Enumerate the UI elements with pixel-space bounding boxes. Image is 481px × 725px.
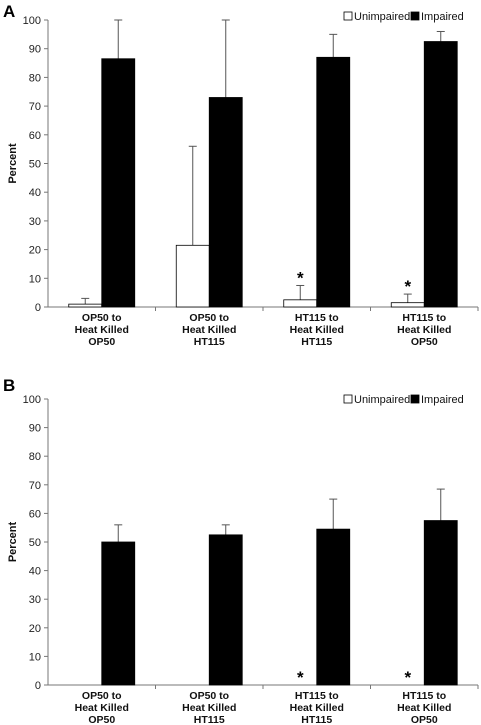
significance-star: * xyxy=(297,668,304,687)
category-label: OP50 to Heat Killed HT115 xyxy=(182,690,236,725)
legend-label-unimpaired: Unimpaired xyxy=(354,394,410,406)
y-tick-label: 20 xyxy=(29,245,41,257)
category-label-line: OP50 to xyxy=(189,312,229,324)
y-tick-label: 100 xyxy=(23,15,41,27)
y-tick-label: 60 xyxy=(29,130,41,142)
significance-star: * xyxy=(404,668,411,687)
y-tick-label: 50 xyxy=(29,537,41,549)
bar-impaired xyxy=(101,58,136,308)
category-label-line: HT115 to xyxy=(402,690,446,702)
category-label: OP50 to Heat Killed OP50 xyxy=(75,690,129,725)
y-tick-label: 0 xyxy=(35,680,41,692)
bar-unimpaired xyxy=(390,302,425,308)
category-label: HT115 to Heat Killed OP50 xyxy=(397,312,451,348)
category-label-line: Heat Killed xyxy=(182,324,236,336)
category-label-line: Heat Killed xyxy=(290,324,344,336)
category-label-line: HT115 to xyxy=(295,312,339,324)
y-tick-label: 80 xyxy=(29,72,41,84)
legend-label-impaired: Impaired xyxy=(421,394,464,406)
category-label: OP50 to Heat Killed OP50 xyxy=(75,312,129,348)
category-label: HT115 to Heat Killed HT115 xyxy=(290,690,344,725)
category-label-line: Heat Killed xyxy=(397,702,451,714)
y-tick-label: 70 xyxy=(29,480,41,492)
category-label-line: Heat Killed xyxy=(182,702,236,714)
bar-impaired xyxy=(423,41,458,308)
category-label-line: HT115 xyxy=(194,714,225,725)
category-label-line: OP50 xyxy=(88,336,115,348)
category-label-line: HT115 to xyxy=(402,312,446,324)
y-tick-label: 30 xyxy=(29,594,41,606)
category-label: OP50 to Heat Killed HT115 xyxy=(182,312,236,348)
significance-star: * xyxy=(297,268,304,287)
y-tick-label: 10 xyxy=(29,651,41,663)
category-label-line: HT115 to xyxy=(295,690,339,702)
y-tick-label: 10 xyxy=(29,273,41,285)
significance-star: * xyxy=(404,277,411,296)
bar-unimpaired xyxy=(283,299,318,308)
category-label-line: Heat Killed xyxy=(75,702,129,714)
bar-impaired xyxy=(423,520,458,686)
y-tick-label: 90 xyxy=(29,423,41,435)
y-tick-label: 80 xyxy=(29,451,41,463)
y-axis-label: Percent xyxy=(7,143,19,184)
category-label-line: Heat Killed xyxy=(397,324,451,336)
panel-letter: A xyxy=(3,2,15,21)
legend-label-impaired: Impaired xyxy=(421,11,464,23)
y-tick-label: 100 xyxy=(23,394,41,406)
y-tick-label: 90 xyxy=(29,44,41,56)
legend-swatch-impaired xyxy=(410,394,420,404)
legend-swatch-unimpaired xyxy=(343,394,353,404)
bar-impaired xyxy=(316,56,351,308)
category-label-line: Heat Killed xyxy=(75,324,129,336)
legend-label-unimpaired: Unimpaired xyxy=(354,11,410,23)
category-label-line: OP50 xyxy=(88,714,115,725)
category-label: HT115 to Heat Killed OP50 xyxy=(397,690,451,725)
category-label-line: HT115 xyxy=(301,336,332,348)
y-tick-label: 30 xyxy=(29,216,41,228)
y-axis-label: Percent xyxy=(7,521,19,562)
category-label-line: OP50 xyxy=(411,714,438,725)
category-label-line: OP50 to xyxy=(189,690,229,702)
y-tick-label: 50 xyxy=(29,159,41,171)
bar-impaired xyxy=(101,541,136,686)
category-label-line: Heat Killed xyxy=(290,702,344,714)
category-label-line: OP50 to xyxy=(82,690,122,702)
y-tick-label: 20 xyxy=(29,623,41,635)
y-tick-label: 0 xyxy=(35,302,41,314)
y-tick-label: 60 xyxy=(29,508,41,520)
bar-impaired xyxy=(208,534,243,686)
y-tick-label: 40 xyxy=(29,187,41,199)
legend-swatch-unimpaired xyxy=(343,11,353,21)
category-label-line: OP50 xyxy=(411,336,438,348)
bar-unimpaired xyxy=(175,244,210,308)
category-label: HT115 to Heat Killed HT115 xyxy=(290,312,344,348)
category-label-line: HT115 xyxy=(194,336,225,348)
category-label-line: OP50 to xyxy=(82,312,122,324)
panel-letter: B xyxy=(3,376,15,395)
y-tick-label: 40 xyxy=(29,566,41,578)
category-label-line: HT115 xyxy=(301,714,332,725)
bar-impaired xyxy=(316,528,351,686)
legend-swatch-impaired xyxy=(410,11,420,21)
bar-impaired xyxy=(208,97,243,308)
bar-unimpaired xyxy=(68,303,103,308)
y-tick-label: 70 xyxy=(29,101,41,113)
